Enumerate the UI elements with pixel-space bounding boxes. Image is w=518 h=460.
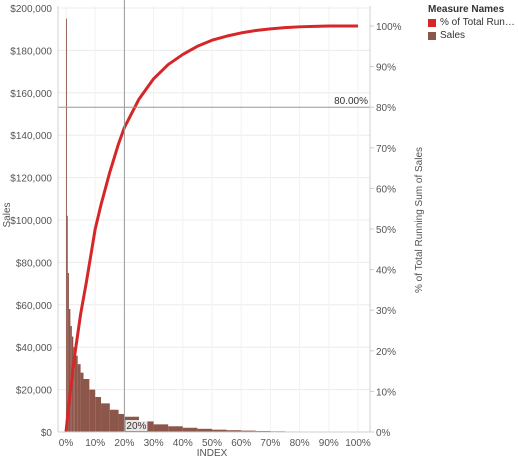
x-axis-title: INDEX [197,448,228,459]
legend-label-running-total: % of Total Runni.. [440,17,518,28]
x-tick-label: 60% [231,438,251,449]
sales-bars [66,19,355,432]
y-tick-label: $160,000 [10,89,52,100]
y-tick-label: $100,000 [10,216,52,227]
x-tick-label: 80% [290,438,310,449]
y-tick-label: $80,000 [16,258,53,269]
y2-tick-label: 90% [376,63,396,74]
x-tick-label: 10% [85,438,105,449]
x-tick-label: 30% [144,438,164,449]
sales-bar [89,390,95,432]
legend: Measure Names % of Total Runni.. Sales [428,4,518,41]
y-tick-label: $40,000 [16,343,53,354]
legend-label-sales: Sales [440,30,465,41]
x-tick-label: 70% [260,438,280,449]
legend-swatch-running-total [428,19,436,27]
sales-bar [154,424,169,432]
gridlines [58,6,370,432]
y-tick-label: $0 [41,428,53,439]
ref-line-label-vertical: 20% [126,421,146,432]
sales-bar [75,356,78,432]
legend-item-running-total[interactable]: % of Total Runni.. [428,17,518,28]
y-tick-label: $140,000 [10,131,52,142]
y-tick-label: $20,000 [16,386,53,397]
sales-bar [183,428,198,432]
y2-tick-label: 10% [376,387,396,398]
y-tick-label: $200,000 [10,4,52,15]
legend-swatch-sales [428,32,436,40]
sales-bar [67,216,68,432]
y2-tick-label: 0% [376,428,391,439]
sales-bar [101,403,110,432]
sales-bar [119,414,125,432]
x-tick-label: 90% [319,438,339,449]
sales-bar [168,426,183,432]
y2-tick-label: 100% [376,22,402,33]
x-tick-label: 20% [114,438,134,449]
y2-axis-title: % of Total Running Sum of Sales [414,147,425,293]
sales-bar [84,379,90,432]
sales-bar [81,373,84,432]
y2-tick-label: 50% [376,225,396,236]
sales-bar [66,19,67,432]
x-tick-label: 40% [173,438,193,449]
x-tick-label: 100% [345,438,371,449]
sales-bar [110,410,119,432]
x-tick-label: 0% [59,438,74,449]
y2-tick-label: 20% [376,347,396,358]
y-tick-label: $60,000 [16,301,53,312]
y2-tick-label: 40% [376,266,396,277]
sales-bar [78,364,81,432]
y-tick-label: $180,000 [10,46,52,57]
y2-tick-label: 30% [376,306,396,317]
y-axis-title: Sales [2,202,13,227]
reference-lines: 80.00% 20% [58,0,370,432]
y-tick-label: $120,000 [10,174,52,185]
sales-bar [95,397,101,432]
y2-tick-label: 60% [376,184,396,195]
legend-item-sales[interactable]: Sales [428,30,518,41]
legend-title: Measure Names [428,4,518,15]
ref-line-label-horizontal: 80.00% [334,96,368,107]
y2-tick-label: 80% [376,103,396,114]
y2-tick-label: 70% [376,144,396,155]
